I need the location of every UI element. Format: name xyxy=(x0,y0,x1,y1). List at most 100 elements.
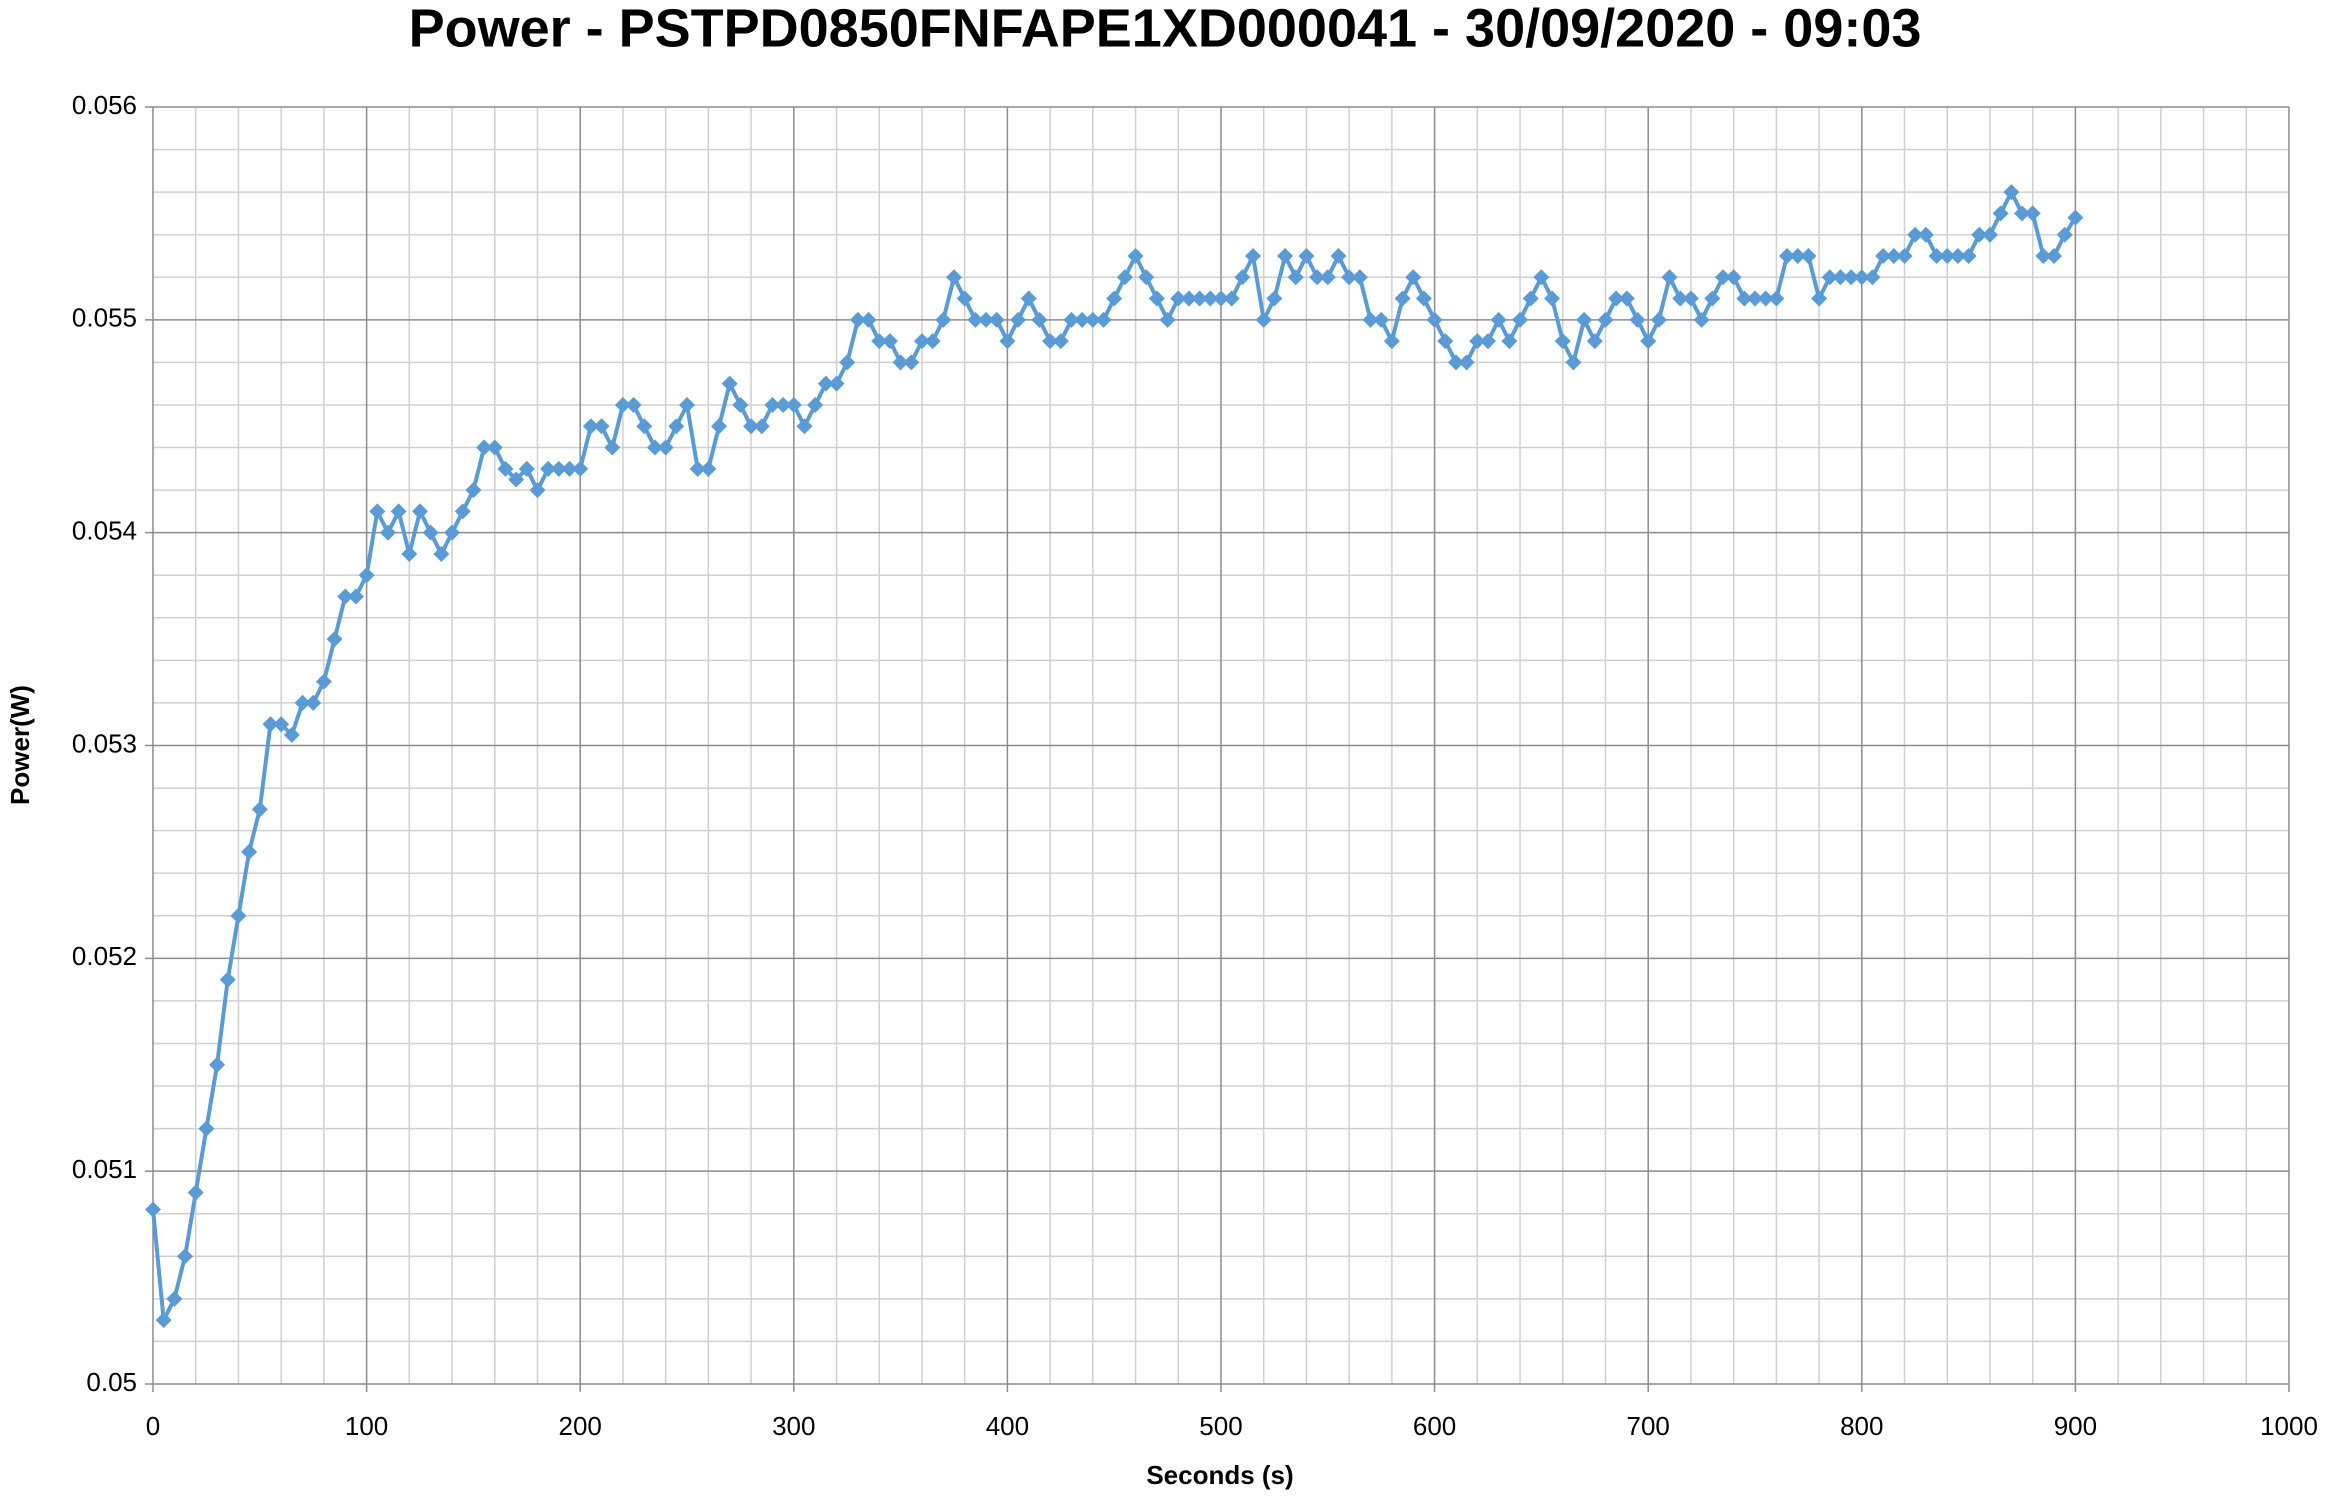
data-point xyxy=(497,460,514,477)
data-point xyxy=(1373,311,1390,328)
data-point xyxy=(593,418,610,435)
data-point xyxy=(1287,269,1304,286)
data-point xyxy=(1981,226,1998,243)
data-point xyxy=(1586,333,1603,350)
data-point xyxy=(828,375,845,392)
data-point xyxy=(198,1120,215,1137)
data-point xyxy=(1928,247,1945,264)
data-point xyxy=(187,1184,204,1201)
chart-title: Power - PSTPD0850FNFAPE1XD000041 - 30/09… xyxy=(409,0,1922,58)
data-point xyxy=(999,333,1016,350)
data-point xyxy=(1512,311,1529,328)
y-tick-label: 0.056 xyxy=(72,90,137,120)
data-point xyxy=(1714,269,1731,286)
data-point xyxy=(337,588,354,605)
x-axis-label: Seconds (s) xyxy=(1146,1460,1293,1490)
x-tick-label: 100 xyxy=(345,1411,388,1441)
data-point xyxy=(1736,290,1753,307)
data-point xyxy=(1138,269,1155,286)
data-point xyxy=(1853,269,1870,286)
data-point xyxy=(1704,290,1721,307)
data-point xyxy=(369,503,386,520)
data-point xyxy=(262,716,279,733)
data-point xyxy=(1255,311,1272,328)
data-point xyxy=(1383,333,1400,350)
x-tick-label: 200 xyxy=(559,1411,602,1441)
data-point xyxy=(1277,247,1294,264)
data-point xyxy=(2056,226,2073,243)
data-point xyxy=(1640,333,1657,350)
data-point xyxy=(230,907,247,924)
data-point xyxy=(892,354,909,371)
data-point xyxy=(177,1248,194,1265)
data-point xyxy=(625,396,642,413)
data-point xyxy=(646,439,663,456)
data-point xyxy=(871,333,888,350)
data-point xyxy=(1896,247,1913,264)
data-point xyxy=(401,545,418,562)
data-point xyxy=(2035,247,2052,264)
x-tick-label: 1000 xyxy=(2260,1411,2318,1441)
data-point xyxy=(1148,290,1165,307)
data-point xyxy=(241,843,258,860)
data-point xyxy=(1885,247,1902,264)
data-point xyxy=(1042,333,1059,350)
data-point xyxy=(209,1056,226,1073)
data-point xyxy=(1106,290,1123,307)
data-point xyxy=(1789,247,1806,264)
data-point xyxy=(978,311,995,328)
data-point xyxy=(1811,290,1828,307)
data-point xyxy=(326,631,343,648)
data-point xyxy=(1597,311,1614,328)
data-point xyxy=(1907,226,1924,243)
data-point xyxy=(1875,247,1892,264)
y-tick-label: 0.052 xyxy=(72,941,137,971)
data-point xyxy=(1661,269,1678,286)
data-point xyxy=(1202,290,1219,307)
data-point xyxy=(390,503,407,520)
data-point xyxy=(433,545,450,562)
data-point xyxy=(2046,247,2063,264)
data-point xyxy=(1234,269,1251,286)
data-point xyxy=(956,290,973,307)
data-point xyxy=(1864,269,1881,286)
data-point xyxy=(1074,311,1091,328)
x-tick-label: 300 xyxy=(772,1411,815,1441)
data-point xyxy=(1309,269,1326,286)
data-point xyxy=(1757,290,1774,307)
data-point xyxy=(1501,333,1518,350)
data-point xyxy=(1447,354,1464,371)
data-point xyxy=(1821,269,1838,286)
data-point xyxy=(305,694,322,711)
data-point xyxy=(1213,290,1229,307)
data-point xyxy=(807,396,824,413)
data-point xyxy=(1533,269,1550,286)
data-point xyxy=(283,726,300,743)
data-point xyxy=(1298,247,1315,264)
data-point xyxy=(1768,290,1785,307)
data-point xyxy=(1618,290,1635,307)
data-point xyxy=(529,482,546,499)
data-point xyxy=(1725,269,1742,286)
data-point xyxy=(155,1312,172,1329)
data-point xyxy=(1544,290,1561,307)
data-point xyxy=(582,418,599,435)
y-tick-label: 0.051 xyxy=(72,1154,137,1184)
data-point xyxy=(1362,311,1379,328)
data-point xyxy=(1960,247,1977,264)
data-point xyxy=(689,460,706,477)
data-point xyxy=(679,396,695,413)
data-point xyxy=(508,471,525,488)
data-point xyxy=(444,524,461,541)
data-point xyxy=(657,439,674,456)
x-tick-label: 500 xyxy=(1199,1411,1242,1441)
data-point xyxy=(412,503,428,520)
data-point xyxy=(860,311,877,328)
data-point xyxy=(700,460,717,477)
data-point xyxy=(1554,333,1571,350)
data-point xyxy=(1650,311,1667,328)
data-point xyxy=(1223,290,1240,307)
data-point xyxy=(294,694,311,711)
y-tick-label: 0.054 xyxy=(72,516,137,546)
